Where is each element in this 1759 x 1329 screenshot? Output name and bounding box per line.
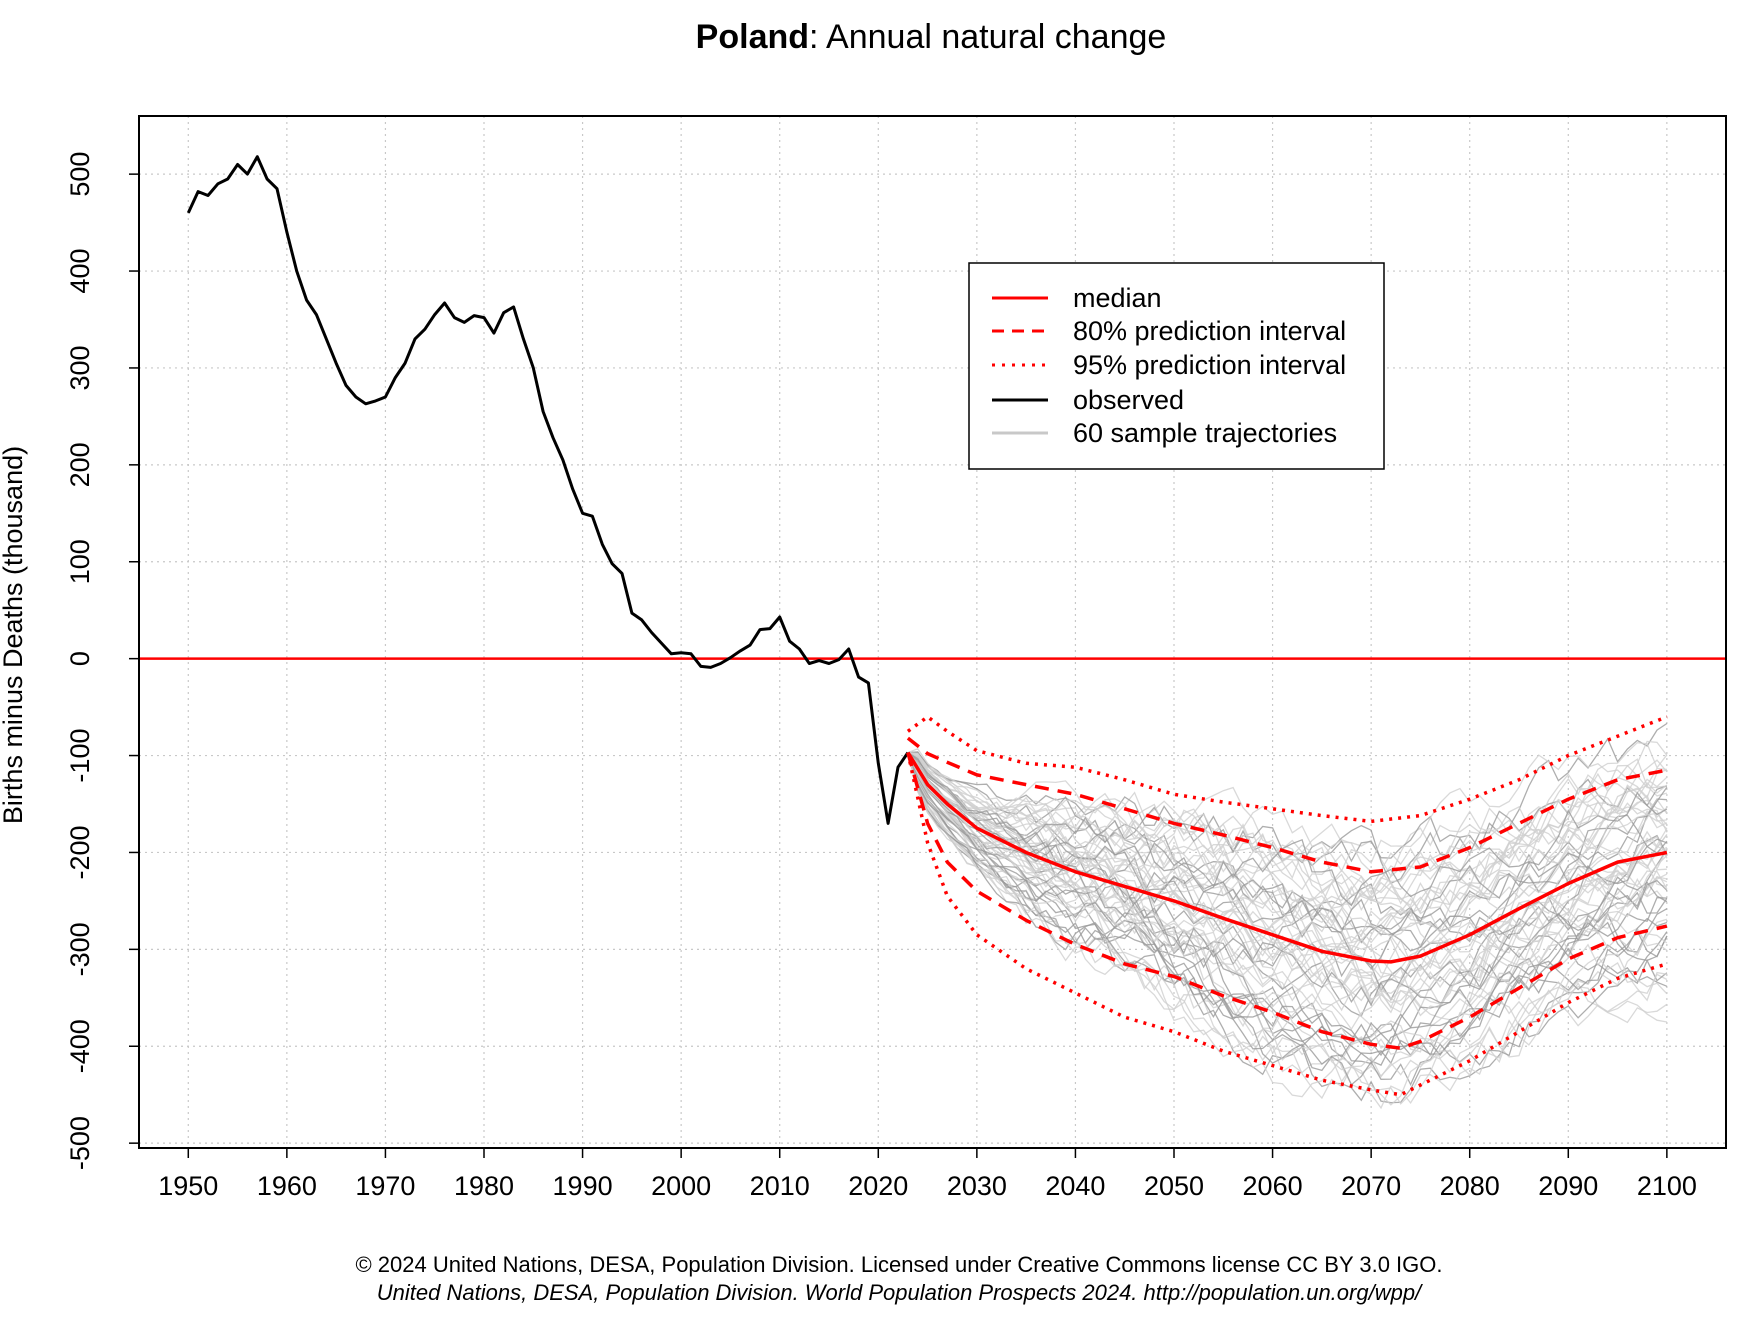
y-tick-label: 400 xyxy=(65,249,95,294)
x-tick-label: 1990 xyxy=(553,1171,613,1201)
sample-trajectory xyxy=(907,752,1668,1014)
sample-trajectory xyxy=(907,752,1668,1066)
y-tick-label: 200 xyxy=(65,442,95,487)
x-axis: 1950 1960 1970 1980 1990 2000 2010 2020 2030 2040… xyxy=(158,1148,1697,1201)
sample-trajectory xyxy=(907,751,1668,907)
y-tick-label: -500 xyxy=(65,1116,95,1170)
sample-trajectory xyxy=(907,752,1668,1083)
sample-trajectory xyxy=(907,752,1668,1087)
legend-label-80: 80% prediction interval xyxy=(1073,316,1346,346)
y-axis-label: Births minus Deaths (thousand) xyxy=(0,446,28,824)
series-group xyxy=(186,155,1668,1097)
sample-trajectory xyxy=(907,752,1668,1017)
y-axis: -500 -400 -300 -200 -100 0 100 200 300 400 500 xyxy=(65,152,139,1170)
x-tick-label: 2010 xyxy=(750,1171,810,1201)
sample-trajectory xyxy=(907,752,1668,1005)
x-tick-label: 2100 xyxy=(1637,1171,1697,1201)
series-observed xyxy=(186,155,910,825)
sample-trajectory xyxy=(907,752,1668,1061)
sample-trajectory xyxy=(907,752,1668,1057)
x-tick-label: 1980 xyxy=(454,1171,514,1201)
sample-trajectory xyxy=(907,742,1668,873)
series-80-lower xyxy=(906,752,1668,1050)
sample-trajectory xyxy=(907,751,1668,895)
y-tick-label: -300 xyxy=(65,922,95,976)
legend-label-95: 95% prediction interval xyxy=(1073,350,1346,380)
sample-trajectory xyxy=(907,752,1668,1049)
x-tick-label: 2090 xyxy=(1538,1171,1598,1201)
x-tick-label: 2060 xyxy=(1243,1171,1303,1201)
y-tick-label: -200 xyxy=(65,825,95,879)
chart-title-rest: : Annual natural change xyxy=(809,18,1166,56)
sample-trajectory xyxy=(907,752,1668,1012)
sample-trajectory xyxy=(907,752,1667,905)
sample-trajectory xyxy=(907,740,1668,873)
credit-line-1: © 2024 United Nations, DESA, Population … xyxy=(355,1252,1442,1277)
x-tick-label: 1960 xyxy=(257,1171,317,1201)
chart-title: Poland: Annual natural change xyxy=(696,18,1167,56)
x-tick-label: 1970 xyxy=(355,1171,415,1201)
sample-trajectory xyxy=(907,752,1668,905)
series-median xyxy=(906,751,1668,964)
sample-trajectory xyxy=(907,752,1668,1031)
sample-trajectory xyxy=(907,751,1668,903)
y-tick-label: 0 xyxy=(65,651,95,666)
legend-label-observed: observed xyxy=(1073,385,1184,415)
sample-trajectory xyxy=(907,751,1667,908)
sample-trajectory xyxy=(907,752,1668,907)
sample-trajectory xyxy=(907,752,1668,1065)
y-tick-label: 100 xyxy=(65,539,95,584)
y-tick-label: -100 xyxy=(65,729,95,783)
sample-trajectory xyxy=(907,752,1668,970)
legend-label-median: median xyxy=(1073,283,1162,313)
legend-label-samples: 60 sample trajectories xyxy=(1073,418,1337,448)
series-80-upper xyxy=(906,736,1668,874)
x-tick-label: 2070 xyxy=(1341,1171,1401,1201)
x-tick-label: 2000 xyxy=(651,1171,711,1201)
sample-trajectory xyxy=(907,752,1668,1008)
sample-trajectories xyxy=(907,722,1668,1110)
sample-trajectory xyxy=(907,752,1668,964)
plot-frame xyxy=(138,115,1727,1149)
sample-trajectory xyxy=(907,752,1668,933)
x-tick-label: 2030 xyxy=(947,1171,1007,1201)
sample-trajectory xyxy=(907,752,1668,1017)
series-95-upper xyxy=(906,715,1668,824)
x-tick-label: 1950 xyxy=(158,1171,218,1201)
sample-trajectory xyxy=(907,752,1668,1078)
y-tick-label: 500 xyxy=(65,152,95,197)
series-95-lower xyxy=(906,752,1668,1097)
sample-trajectory xyxy=(907,751,1667,880)
x-tick-label: 2020 xyxy=(848,1171,908,1201)
credit-line-2: United Nations, DESA, Population Divisio… xyxy=(377,1280,1423,1305)
sample-trajectory xyxy=(907,752,1668,1106)
y-tick-label: 300 xyxy=(65,345,95,390)
y-tick-label: -400 xyxy=(65,1019,95,1073)
x-tick-label: 2080 xyxy=(1440,1171,1500,1201)
sample-trajectory xyxy=(907,752,1668,945)
legend: median 80% prediction interval 95% predi… xyxy=(968,262,1385,470)
x-tick-label: 2050 xyxy=(1144,1171,1204,1201)
x-tick-label: 2040 xyxy=(1045,1171,1105,1201)
chart-title-country: Poland xyxy=(696,18,809,56)
